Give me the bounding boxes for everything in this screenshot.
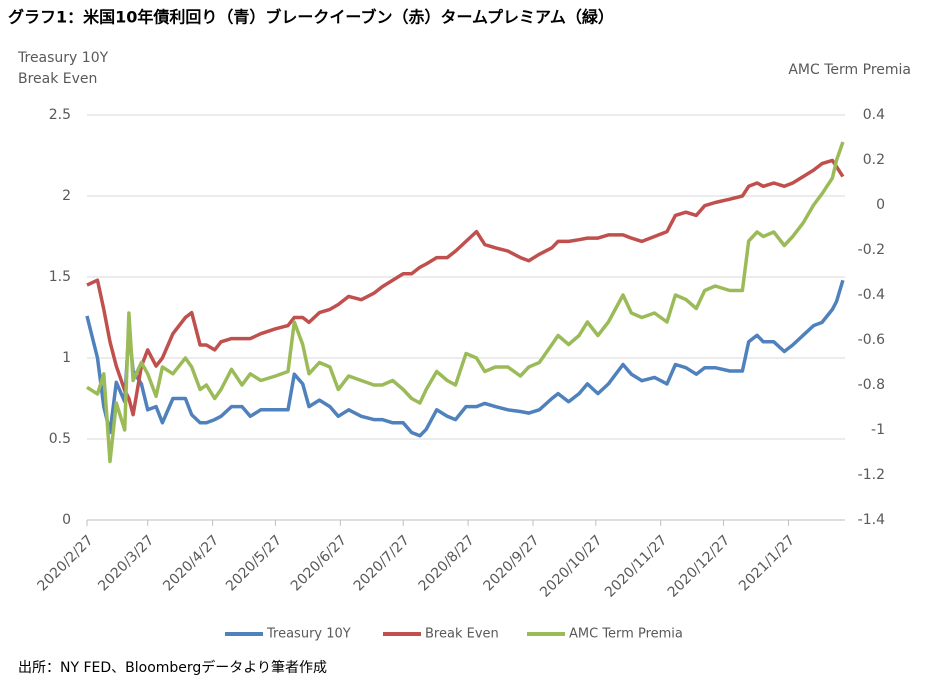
y2-tick-label: -0.6: [858, 332, 885, 348]
y2-tick-label: 0: [876, 197, 885, 213]
x-tick-label: 2020/10/27: [537, 532, 605, 600]
chart-title: グラフ1：米国10年債利回り（青）ブレークイーブン（赤）タームプレミアム（緑）: [8, 8, 614, 27]
y2-tick-label: -1: [871, 422, 885, 438]
y2-tick-label: -0.2: [858, 242, 885, 258]
x-tick-label: 2020/11/27: [602, 532, 670, 600]
series-line: [85, 279, 845, 438]
x-tick-label: 2020/12/27: [665, 532, 733, 600]
x-tick-label: 2020/3/27: [95, 532, 157, 594]
x-tick-label: 2020/9/27: [481, 532, 543, 594]
x-tick-label: 2020/8/27: [416, 532, 478, 594]
series-line: [86, 141, 845, 464]
y-tick-label: 1.5: [49, 269, 71, 285]
y2-tick-label: -1.2: [858, 467, 885, 483]
y2-tick-label: 0.2: [863, 152, 885, 168]
y2-axis-title: AMC Term Premia: [788, 62, 911, 78]
y-tick-label: 2.5: [49, 107, 71, 123]
y2-tick-label: -0.8: [858, 377, 885, 393]
x-tick-label: 2020/6/27: [288, 532, 350, 594]
y2-tick-label: -1.4: [858, 512, 885, 528]
source-note: 出所：NY FED、Bloombergデータより筆者作成: [18, 659, 327, 676]
x-tick-label: 2021/1/27: [736, 532, 798, 594]
series-line: [86, 158, 845, 417]
y-tick-label: 2: [62, 188, 71, 204]
legend-label: AMC Term Premia: [569, 627, 683, 642]
legend-label: Treasury 10Y: [266, 627, 351, 642]
y-tick-label: 0.5: [49, 431, 71, 447]
y-tick-label: 1: [62, 350, 71, 366]
legend-label: Break Even: [425, 627, 499, 642]
y-axis-title: Break Even: [18, 71, 97, 87]
x-tick-label: 2020/4/27: [160, 532, 222, 594]
x-tick-label: 2020/2/27: [35, 532, 97, 594]
x-tick-label: 2020/7/27: [351, 532, 413, 594]
y2-tick-label: 0.4: [863, 107, 885, 123]
y-axis-title: Treasury 10Y: [17, 50, 109, 66]
y2-tick-label: -0.4: [858, 287, 885, 303]
y-tick-label: 0: [62, 512, 71, 528]
x-tick-label: 2020/5/27: [223, 532, 285, 594]
